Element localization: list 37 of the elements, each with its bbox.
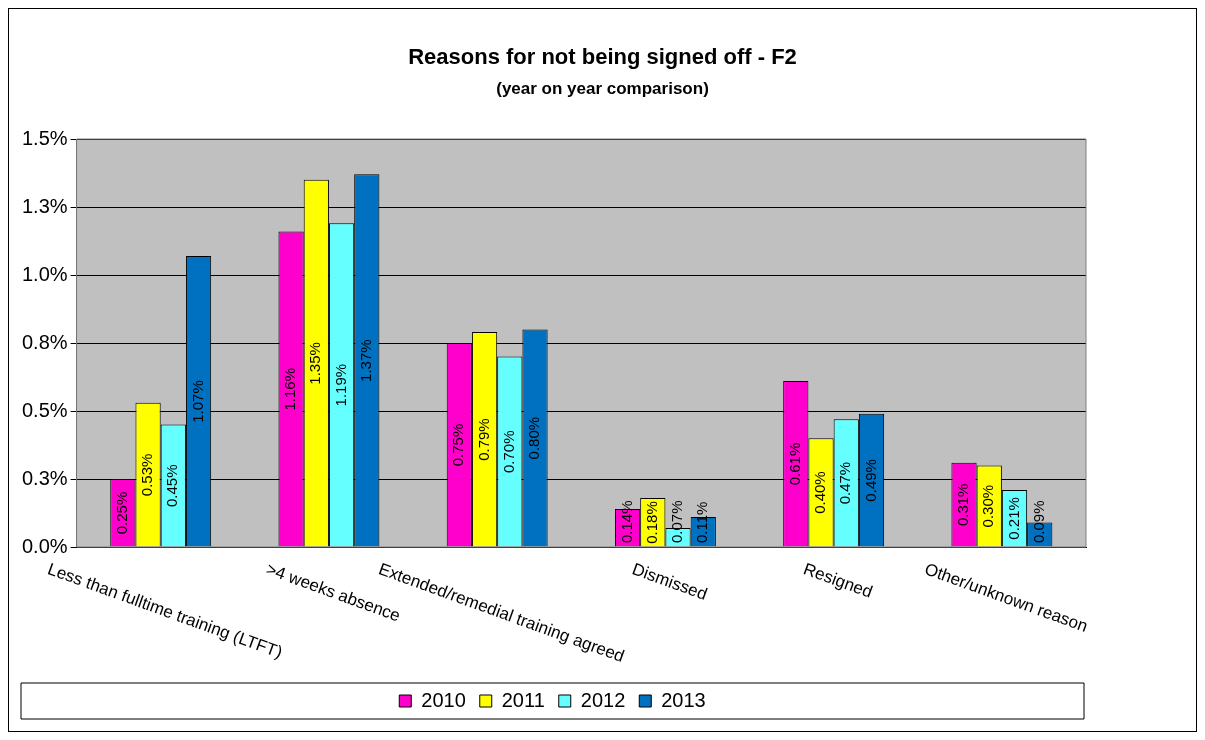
data-label: 0.07% [668,500,686,544]
legend-label: 2013 [661,688,706,711]
data-label: 0.40% [811,471,829,514]
legend-label: 2012 [580,688,626,711]
y-tick-label: 0.8% [21,330,68,353]
data-label: 0.53% [138,453,156,497]
data-label: 0.45% [163,464,181,508]
y-tick-label: 0.5% [21,398,68,421]
y-tick-label: 1.3% [21,194,68,217]
data-label: 0.30% [979,484,997,528]
data-label: 1.07% [188,380,206,423]
y-tick-label: 1.0% [21,262,68,285]
legend-label: 2011 [501,688,545,711]
data-label: 1.16% [281,367,299,411]
y-tick-label: 0.3% [21,466,68,489]
data-label: 0.09% [1029,500,1047,544]
data-label: 0.70% [499,430,517,474]
chart-subtitle: (year on year comparison) [496,79,709,98]
data-label: 0.49% [861,459,879,502]
data-label: 1.19% [331,363,349,407]
data-label: 0.21% [1004,497,1022,540]
data-label: 0.18% [642,501,660,544]
data-label: 0.14% [617,500,635,544]
data-label: 0.61% [785,442,803,486]
data-label: 0.75% [449,423,467,467]
data-label: 0.11% [693,501,711,543]
y-tick-label: 0.0% [21,534,68,557]
data-label: 0.47% [836,461,854,505]
data-label: 1.35% [306,342,324,385]
data-label: 0.79% [474,418,492,461]
data-label: 0.25% [112,491,130,535]
data-label: 0.80% [525,416,543,460]
legend-label: 2010 [421,688,466,711]
y-tick-label: 1.5% [21,126,68,149]
data-label: 1.37% [356,339,374,382]
data-label: 0.31% [954,483,972,527]
chart-title: Reasons for not being signed off - F2 [408,44,797,69]
